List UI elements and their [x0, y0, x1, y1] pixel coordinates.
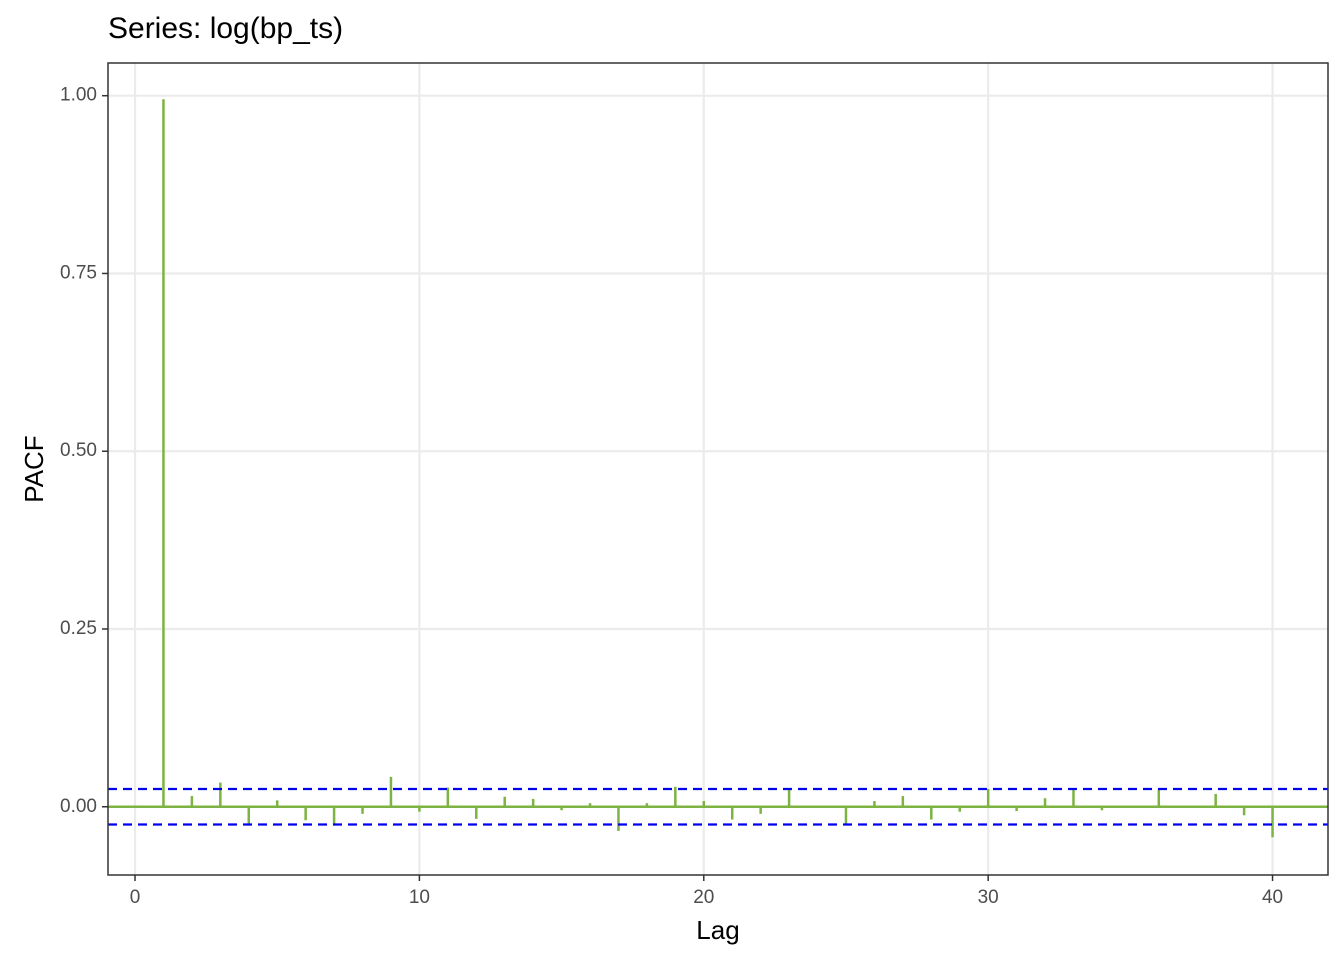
y-tick-label: 0.50 — [60, 440, 97, 461]
chart-title: Series: log(bp_ts) — [108, 12, 343, 45]
y-axis-label: PACF — [19, 435, 49, 502]
panel-border — [107, 62, 1329, 876]
x-tick-label: 40 — [1262, 887, 1283, 908]
x-tick-label: 0 — [130, 887, 141, 908]
y-tick-label: 1.00 — [60, 85, 97, 106]
x-axis-label: Lag — [696, 915, 739, 945]
x-tick-label: 20 — [693, 887, 714, 908]
x-tick-label: 30 — [978, 887, 999, 908]
y-tick-label: 0.25 — [60, 618, 97, 639]
y-tick-label: 0.75 — [60, 262, 97, 283]
y-tick-label: 0.00 — [60, 796, 97, 817]
x-tick-label: 10 — [409, 887, 430, 908]
